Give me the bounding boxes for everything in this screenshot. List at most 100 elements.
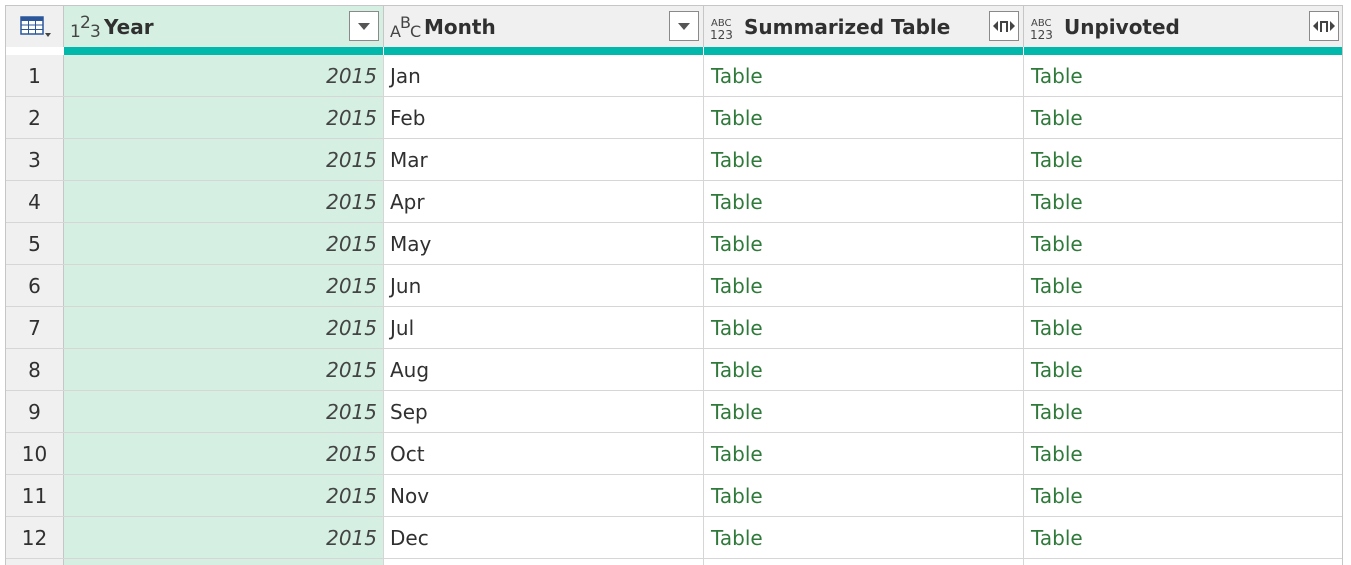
unpivoted-table-link[interactable]: Table xyxy=(1031,399,1083,424)
year-cell[interactable]: 2015 xyxy=(64,55,384,96)
month-cell[interactable]: Sep xyxy=(384,391,704,432)
row-number[interactable]: 1 xyxy=(6,55,64,96)
row-number[interactable]: 9 xyxy=(6,391,64,432)
row-number[interactable]: 2 xyxy=(6,97,64,138)
unpivoted-table-link[interactable]: Table xyxy=(1031,525,1083,550)
expand-column-button[interactable] xyxy=(989,11,1019,41)
table-row[interactable]: 6 2015 Jun Table Table xyxy=(6,265,1342,307)
table-row[interactable]: 11 2015 Nov Table Table xyxy=(6,475,1342,517)
row-number[interactable]: 7 xyxy=(6,307,64,348)
whole-number-type-icon[interactable]: 1 2 3 xyxy=(68,6,104,47)
row-number[interactable]: 11 xyxy=(6,475,64,516)
unpivoted-table-link[interactable]: Table xyxy=(1031,315,1083,340)
month-cell[interactable]: Feb xyxy=(384,97,704,138)
any-type-icon[interactable]: ABC 123 xyxy=(708,6,744,47)
summarized-table-link[interactable]: Table xyxy=(704,97,1024,138)
table-row[interactable]: 12 2015 Dec Table Table xyxy=(6,517,1342,559)
row-number[interactable]: 4 xyxy=(6,181,64,222)
empty-cell xyxy=(1024,559,1342,565)
month-cell[interactable]: Aug xyxy=(384,349,704,390)
summarized-table-link[interactable]: Table xyxy=(704,475,1024,516)
expand-arrows-icon xyxy=(1313,21,1335,32)
year-cell[interactable]: 2015 xyxy=(64,349,384,390)
unpivoted-table-link[interactable]: Table xyxy=(1031,63,1083,88)
filter-dropdown-button[interactable] xyxy=(349,11,379,41)
row-number[interactable]: 10 xyxy=(6,433,64,474)
unpivoted-table-link[interactable]: Table xyxy=(1031,357,1083,382)
column-header-label: Summarized Table xyxy=(744,14,951,39)
summarized-table-link[interactable]: Table xyxy=(704,55,1024,96)
unpivoted-table-link[interactable]: Table xyxy=(1031,105,1083,130)
row-number[interactable]: 5 xyxy=(6,223,64,264)
svg-text:ABC: ABC xyxy=(1031,18,1052,29)
column-header-unpivoted[interactable]: ABC 123 Unpivoted xyxy=(1024,6,1342,55)
svg-text:123: 123 xyxy=(1030,28,1053,42)
year-cell[interactable]: 2015 xyxy=(64,391,384,432)
year-cell[interactable]: 2015 xyxy=(64,307,384,348)
table-row[interactable]: 4 2015 Apr Table Table xyxy=(6,181,1342,223)
table-row[interactable]: 5 2015 May Table Table xyxy=(6,223,1342,265)
summarized-table-link[interactable]: Table xyxy=(704,181,1024,222)
year-cell[interactable]: 2015 xyxy=(64,517,384,558)
summarized-table-link[interactable]: Table xyxy=(704,139,1024,180)
summarized-table-link[interactable]: Table xyxy=(704,391,1024,432)
column-header-label: Year xyxy=(104,14,154,39)
summarized-table-link[interactable]: Table xyxy=(704,265,1024,306)
column-header-year[interactable]: 1 2 3 Year xyxy=(64,6,384,55)
row-number[interactable]: 6 xyxy=(6,265,64,306)
column-header-month[interactable]: A B C Month xyxy=(384,6,704,55)
month-cell[interactable]: Jul xyxy=(384,307,704,348)
row-number[interactable]: 12 xyxy=(6,517,64,558)
year-cell[interactable]: 2015 xyxy=(64,97,384,138)
svg-text:2: 2 xyxy=(80,13,91,33)
month-cell[interactable]: Jan xyxy=(384,55,704,96)
month-cell[interactable]: Mar xyxy=(384,139,704,180)
table-row[interactable]: 8 2015 Aug Table Table xyxy=(6,349,1342,391)
summarized-table-link[interactable]: Table xyxy=(704,307,1024,348)
column-header-row: 1 2 3 Year A B C Month xyxy=(6,6,1342,55)
month-cell[interactable]: Apr xyxy=(384,181,704,222)
empty-cell xyxy=(384,559,704,565)
column-quality-bar xyxy=(1024,47,1342,55)
filter-dropdown-button[interactable] xyxy=(669,11,699,41)
unpivoted-table-link[interactable]: Table xyxy=(1031,147,1083,172)
row-number[interactable]: 8 xyxy=(6,349,64,390)
table-row[interactable]: 2 2015 Feb Table Table xyxy=(6,97,1342,139)
column-quality-bar xyxy=(704,47,1023,55)
column-header-label: Unpivoted xyxy=(1064,14,1180,39)
month-cell[interactable]: Oct xyxy=(384,433,704,474)
column-header-summarized-table[interactable]: ABC 123 Summarized Table xyxy=(704,6,1024,55)
summarized-table-link[interactable]: Table xyxy=(704,223,1024,264)
summarized-table-link[interactable]: Table xyxy=(704,517,1024,558)
table-row[interactable]: 7 2015 Jul Table Table xyxy=(6,307,1342,349)
table-row[interactable]: 9 2015 Sep Table Table xyxy=(6,391,1342,433)
column-header-label: Month xyxy=(424,14,496,39)
row-number[interactable]: 3 xyxy=(6,139,64,180)
table-row[interactable]: 10 2015 Oct Table Table xyxy=(6,433,1342,475)
text-type-icon[interactable]: A B C xyxy=(388,6,424,47)
year-cell[interactable]: 2015 xyxy=(64,475,384,516)
year-cell[interactable]: 2015 xyxy=(64,181,384,222)
unpivoted-table-link[interactable]: Table xyxy=(1031,273,1083,298)
unpivoted-table-link[interactable]: Table xyxy=(1031,483,1083,508)
empty-cell xyxy=(704,559,1024,565)
summarized-table-link[interactable]: Table xyxy=(704,433,1024,474)
expand-column-button[interactable] xyxy=(1309,11,1339,41)
year-cell[interactable]: 2015 xyxy=(64,139,384,180)
any-type-icon[interactable]: ABC 123 xyxy=(1028,6,1064,47)
column-quality-bar xyxy=(64,47,383,55)
unpivoted-table-link[interactable]: Table xyxy=(1031,231,1083,256)
table-row[interactable]: 1 2015 Jan Table Table xyxy=(6,55,1342,97)
table-menu-button[interactable] xyxy=(6,6,64,47)
year-cell[interactable]: 2015 xyxy=(64,433,384,474)
year-cell[interactable]: 2015 xyxy=(64,223,384,264)
month-cell[interactable]: Dec xyxy=(384,517,704,558)
month-cell[interactable]: May xyxy=(384,223,704,264)
summarized-table-link[interactable]: Table xyxy=(704,349,1024,390)
unpivoted-table-link[interactable]: Table xyxy=(1031,441,1083,466)
month-cell[interactable]: Jun xyxy=(384,265,704,306)
table-row[interactable]: 3 2015 Mar Table Table xyxy=(6,139,1342,181)
year-cell[interactable]: 2015 xyxy=(64,265,384,306)
month-cell[interactable]: Nov xyxy=(384,475,704,516)
unpivoted-table-link[interactable]: Table xyxy=(1031,189,1083,214)
